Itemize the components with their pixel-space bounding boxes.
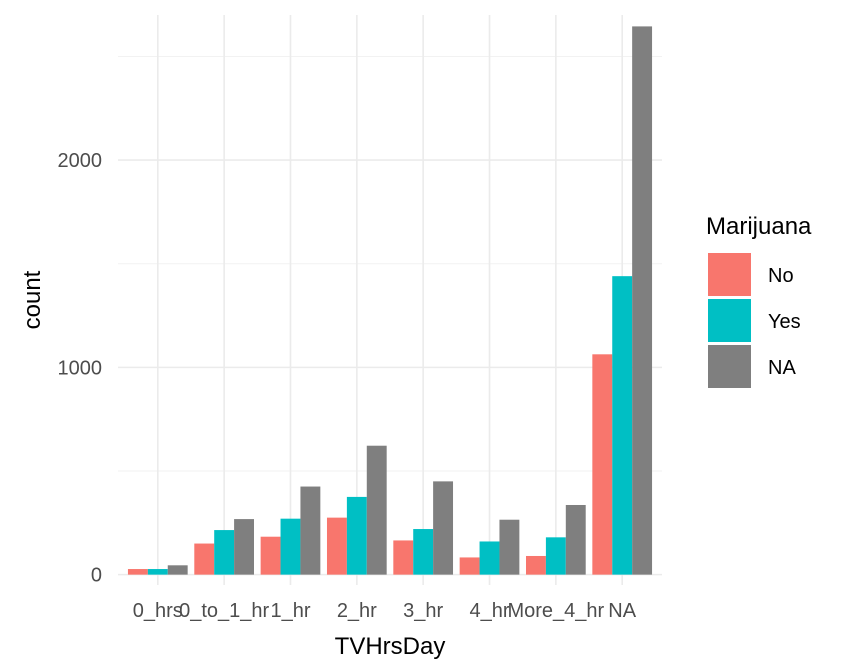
bar-More_4_hr-NA (565, 504, 586, 575)
legend-key-No (708, 253, 751, 296)
bar-NA-No (592, 354, 613, 575)
bar-4_hr-NA (499, 519, 520, 575)
y-tick-label: 2000 (58, 150, 103, 172)
bar-0_to_1_hr-Yes (214, 530, 235, 575)
legend-key-NA (708, 345, 751, 388)
bar-3_hr-No (393, 540, 414, 575)
legend-label-NA: NA (768, 357, 796, 379)
bar-2_hr-Yes (346, 496, 367, 575)
bar-1_hr-Yes (280, 518, 301, 575)
y-axis-ticks: 0 1000 2000 (58, 150, 103, 587)
bar-2_hr-No (326, 517, 347, 575)
legend-label-No: No (768, 265, 794, 287)
bar-1_hr-No (260, 536, 281, 575)
bar-3_hr-NA (433, 481, 454, 575)
legend: Marijuana No Yes NA (706, 213, 812, 388)
x-tick-label: 3_hr (403, 600, 443, 622)
y-tick-label: 0 (91, 565, 102, 587)
y-axis-title: count (19, 270, 46, 329)
bars (127, 26, 653, 575)
x-tick-label: 1_hr (270, 600, 310, 622)
x-tick-label: 0_hrs (133, 600, 183, 622)
bar-More_4_hr-Yes (545, 537, 566, 575)
bar-4_hr-Yes (479, 541, 500, 575)
legend-key-Yes (708, 299, 751, 342)
bar-1_hr-NA (300, 486, 321, 575)
bar-2_hr-NA (366, 445, 387, 575)
bar-4_hr-No (459, 557, 480, 575)
x-tick-label: 2_hr (337, 600, 377, 622)
x-tick-label: 4_hr (469, 600, 509, 622)
bar-0_to_1_hr-No (194, 543, 215, 575)
x-tick-label: 0_to_1_hr (179, 600, 269, 622)
bar-3_hr-Yes (413, 529, 434, 575)
bar-More_4_hr-No (526, 555, 546, 575)
x-tick-label: More_4_hr (507, 600, 604, 622)
y-tick-label: 1000 (58, 357, 103, 379)
bar-NA-NA (632, 26, 653, 575)
bar-0_hrs-No (127, 569, 148, 575)
bar-0_hrs-Yes (147, 569, 168, 575)
bar-0_to_1_hr-NA (234, 519, 254, 575)
legend-label-Yes: Yes (768, 311, 801, 333)
x-axis-title: TVHrsDay (335, 633, 446, 660)
x-tick-label: NA (608, 600, 636, 622)
grid-lines (118, 15, 662, 585)
bar-NA-Yes (612, 276, 633, 575)
bar-0_hrs-NA (167, 565, 188, 575)
legend-title: Marijuana (706, 213, 812, 240)
